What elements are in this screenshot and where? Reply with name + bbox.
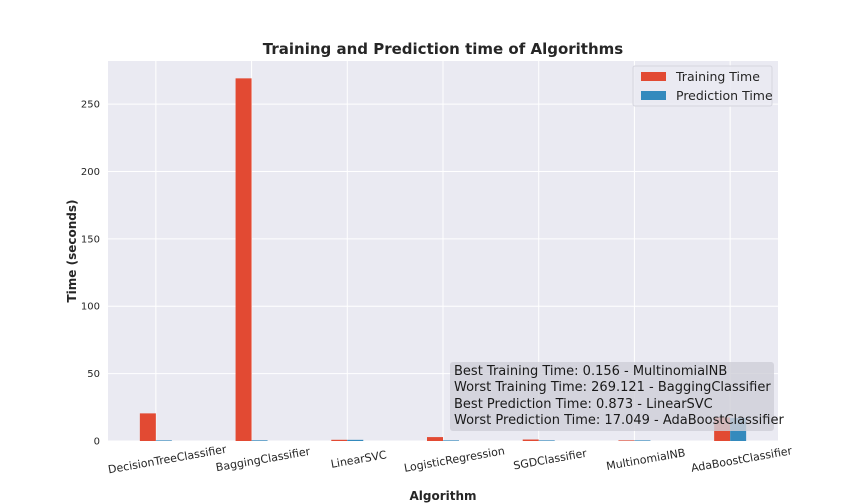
y-tick-label: 150	[81, 234, 100, 245]
annotation-line-worst-training: Worst Training Time: 269.121 - BaggingCl…	[454, 380, 771, 395]
bar-prediction-sgdclassifier	[538, 440, 555, 441]
bar-training-logisticregression	[427, 437, 443, 441]
bar-prediction-multinomialnb	[634, 440, 651, 441]
annotation-line-best-training: Best Training Time: 0.156 - MultinomialN…	[454, 364, 727, 379]
x-tick-label: AdaBoostClassifier	[690, 444, 793, 475]
bar-training-linearsvc	[331, 439, 348, 441]
y-tick-label: 250	[81, 100, 100, 111]
bar-training-sgdclassifier	[522, 439, 539, 441]
y-axis-title: Time (seconds)	[65, 199, 79, 302]
x-tick-label: SGDClassifier	[512, 447, 588, 473]
legend-label-training: Training Time	[675, 69, 760, 84]
x-tick-label: LinearSVC	[330, 448, 388, 471]
bar-prediction-logisticregression	[443, 440, 459, 441]
bar-training-baggingclassifier	[235, 78, 252, 442]
x-tick-label: MultinomialNB	[605, 446, 686, 473]
bar-prediction-decisiontreeclassifier	[155, 440, 172, 441]
bar-training-multinomialnb	[618, 440, 635, 441]
y-tick-label: 50	[87, 369, 100, 380]
bar-prediction-baggingclassifier	[251, 440, 268, 441]
legend-label-prediction: Prediction Time	[676, 88, 773, 103]
annotation-line-best-prediction: Best Prediction Time: 0.873 - LinearSVC	[454, 397, 713, 412]
y-tick-label: 200	[81, 167, 100, 178]
annotation-box: Best Training Time: 0.156 - MultinomialN…	[450, 362, 784, 431]
bar-prediction-linearsvc	[347, 439, 364, 441]
x-tick-label: LogisticRegression	[403, 444, 506, 475]
legend-box	[632, 65, 773, 107]
legend-swatch-prediction	[641, 91, 666, 100]
legend-swatch-training	[641, 72, 666, 81]
y-tick-label: 0	[94, 437, 100, 448]
x-tick-label: DecisionTreeClassifier	[107, 443, 228, 477]
y-tick-label: 100	[81, 302, 100, 313]
bar-training-decisiontreeclassifier	[139, 413, 156, 441]
annotation-background	[450, 362, 774, 431]
legend: Training Time Prediction Time	[632, 65, 773, 107]
annotation-line-worst-prediction: Worst Prediction Time: 17.049 - AdaBoost…	[454, 413, 784, 428]
x-tick-label: BaggingClassifier	[215, 445, 312, 474]
x-axis-title: Algorithm	[409, 489, 476, 503]
chart-title: Training and Prediction time of Algorith…	[263, 40, 624, 58]
